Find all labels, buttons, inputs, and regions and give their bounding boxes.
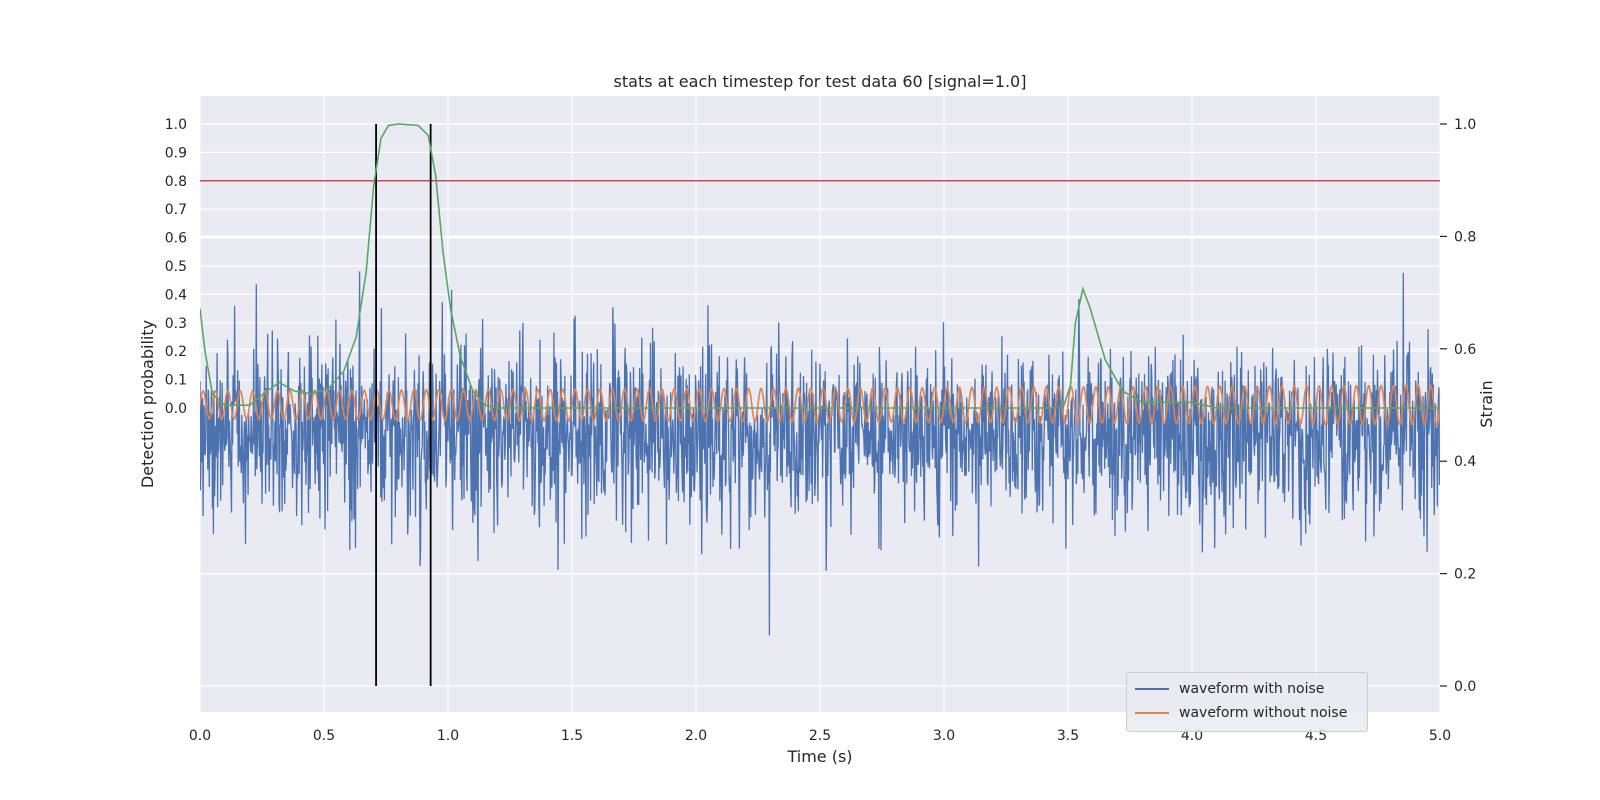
left-tick-label: 0.8 — [165, 174, 187, 190]
x-tick-label: 5.0 — [1429, 728, 1451, 744]
legend-label-noisy: waveform with noise — [1179, 681, 1325, 697]
legend-swatch-noisy — [1135, 688, 1169, 690]
x-tick-label: 3.0 — [933, 728, 955, 744]
series-waveform-without-noise — [200, 384, 1440, 426]
right-tick-label: 0.0 — [1454, 679, 1476, 695]
left-tick-label: 0.0 — [165, 401, 187, 417]
right-tick-label: 0.6 — [1454, 342, 1476, 358]
x-axis-label: Time (s) — [786, 747, 852, 766]
right-axis-ticks: 0.0 0.2 0.4 0.6 0.8 1.0 — [1440, 117, 1476, 695]
x-tick-label: 1.0 — [437, 728, 459, 744]
x-tick-label: 1.5 — [561, 728, 583, 744]
left-tick-label: 0.4 — [165, 287, 187, 303]
chart-title: stats at each timestep for test data 60 … — [614, 72, 1027, 91]
right-tick-label: 0.8 — [1454, 229, 1476, 245]
legend: waveform with noise waveform without noi… — [1126, 672, 1368, 732]
left-axis-label: Detection probability — [138, 320, 157, 488]
left-tick-label: 0.2 — [165, 344, 187, 360]
left-tick-label: 0.9 — [165, 145, 187, 161]
left-axis-ticks: 0.0 0.1 0.2 0.3 0.4 0.5 0.6 0.7 0.8 0.9 1.0 — [165, 117, 187, 417]
legend-label-clean: waveform without noise — [1179, 705, 1348, 721]
legend-swatch-clean — [1135, 712, 1169, 714]
left-tick-label: 0.7 — [165, 202, 187, 218]
x-tick-label: 4.5 — [1305, 728, 1327, 744]
x-tick-label: 0.0 — [189, 728, 211, 744]
left-tick-label: 1.0 — [165, 117, 187, 133]
right-axis-label: Strain — [1477, 380, 1496, 427]
series-waveform-with-noise — [200, 271, 1440, 636]
right-tick-label: 0.2 — [1454, 567, 1476, 583]
x-tick-label: 2.5 — [809, 728, 831, 744]
left-tick-label: 0.5 — [165, 259, 187, 275]
x-axis-ticks: 0.0 0.5 1.0 1.5 2.0 2.5 3.0 3.5 4.0 4.5 5.0 — [189, 728, 1451, 744]
right-tick-label: 1.0 — [1454, 117, 1476, 133]
legend-item-clean: waveform without noise — [1135, 702, 1347, 724]
left-tick-label: 0.1 — [165, 373, 187, 389]
x-tick-label: 2.0 — [685, 728, 707, 744]
x-tick-label: 0.5 — [313, 728, 335, 744]
x-tick-label: 4.0 — [1181, 728, 1203, 744]
vertical-markers — [375, 124, 432, 686]
right-tick-label: 0.4 — [1454, 454, 1476, 470]
left-tick-label: 0.3 — [165, 316, 187, 332]
left-tick-label: 0.6 — [165, 231, 187, 247]
legend-item-noisy: waveform with noise — [1135, 678, 1324, 700]
x-tick-label: 3.5 — [1057, 728, 1079, 744]
series-detection-probability — [200, 123, 1440, 409]
